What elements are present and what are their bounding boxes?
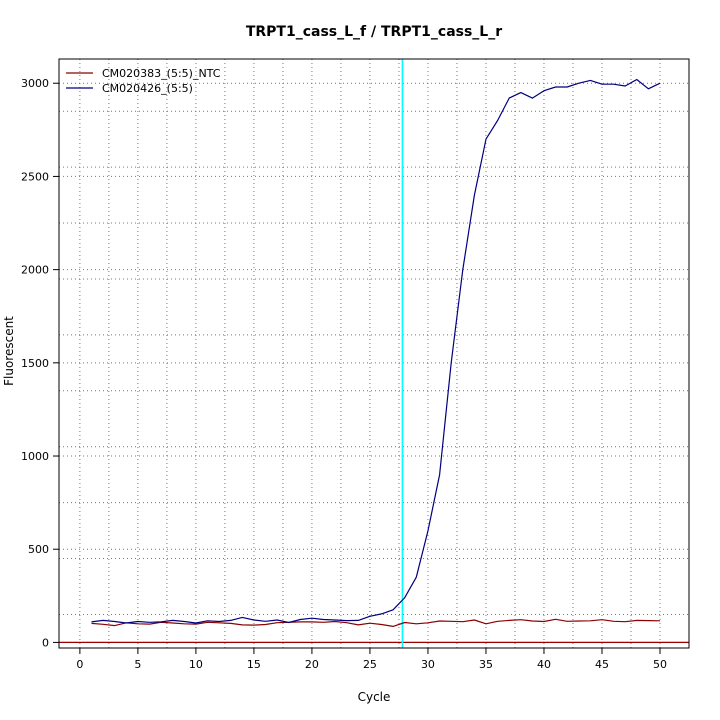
y-tick-label-1: 500 bbox=[28, 543, 49, 556]
y-tick-label-6: 3000 bbox=[21, 77, 49, 90]
x-axis-label: Cycle bbox=[358, 690, 391, 704]
legend-label-1: CM020426_(5:5) bbox=[102, 82, 193, 95]
series-lines bbox=[91, 78, 661, 628]
y-tick-label-3: 1500 bbox=[21, 357, 49, 370]
plot-frame bbox=[58, 58, 690, 649]
grid-lines bbox=[59, 59, 689, 648]
x-tick-label-1: 5 bbox=[134, 658, 141, 671]
reference-lines bbox=[59, 59, 689, 648]
x-tick-label-8: 40 bbox=[537, 658, 551, 671]
y-tick-label-0: 0 bbox=[42, 636, 49, 649]
x-tick-label-6: 30 bbox=[421, 658, 435, 671]
chart-title: TRPT1_cass_L_f / TRPT1_cass_L_r bbox=[246, 24, 502, 40]
y-tick-label-2: 1000 bbox=[21, 450, 49, 463]
y-axis: 0 500 1000 1500 2000 2500 3000 bbox=[21, 77, 59, 649]
legend: CM020383_(5:5)_NTC CM020426_(5:5) bbox=[66, 67, 221, 95]
x-tick-label-5: 25 bbox=[363, 658, 377, 671]
x-axis: 0 5 10 15 20 25 30 35 40 45 50 bbox=[76, 648, 667, 671]
y-tick-label-5: 2500 bbox=[21, 170, 49, 183]
x-tick-label-0: 0 bbox=[76, 658, 83, 671]
x-tick-label-2: 10 bbox=[189, 658, 203, 671]
legend-label-0: CM020383_(5:5)_NTC bbox=[102, 67, 221, 80]
x-tick-label-7: 35 bbox=[479, 658, 493, 671]
x-tick-label-4: 20 bbox=[305, 658, 319, 671]
x-tick-label-3: 15 bbox=[247, 658, 261, 671]
series-line-0 bbox=[91, 618, 661, 628]
x-tick-label-9: 45 bbox=[595, 658, 609, 671]
y-tick-label-4: 2000 bbox=[21, 264, 49, 277]
x-tick-label-10: 50 bbox=[653, 658, 667, 671]
series-line-1 bbox=[91, 78, 661, 624]
y-axis-label: Fluorescent bbox=[2, 316, 16, 386]
